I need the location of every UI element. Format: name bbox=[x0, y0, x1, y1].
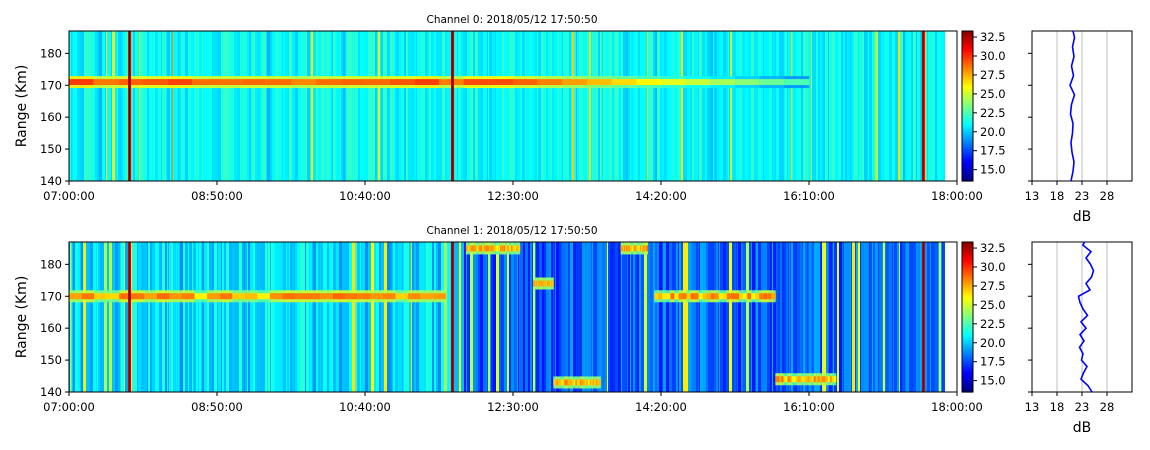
x-ticks: 07:00:00 08:50:00 10:40:00 12:30:00 14:20:00… bbox=[43, 392, 983, 414]
colorbar-tick-label: 22.5 bbox=[980, 317, 1006, 331]
profile-x-tick-label: 28 bbox=[1100, 189, 1115, 203]
y-ticks: 140 150 160 170 180 bbox=[40, 46, 69, 188]
x-tick-label: 08:50:00 bbox=[191, 400, 243, 414]
profile-panel: 13 18 23 28 dB bbox=[1025, 30, 1133, 225]
x-tick-label: 16:10:00 bbox=[783, 189, 835, 203]
y-axis-label: Range (Km) bbox=[14, 276, 30, 359]
colorbar-tick-label: 17.5 bbox=[980, 355, 1006, 369]
profile-x-tick-label: 18 bbox=[1050, 400, 1065, 414]
y-tick-label: 140 bbox=[40, 174, 62, 188]
profile-x-tick-label: 13 bbox=[1025, 189, 1040, 203]
heatmap-1 bbox=[68, 241, 958, 393]
x-tick-label: 18:00:00 bbox=[931, 400, 983, 414]
x-tick-label: 14:20:00 bbox=[635, 189, 687, 203]
colorbar-tick-label: 27.5 bbox=[980, 68, 1006, 82]
y-tick-label: 160 bbox=[40, 110, 62, 124]
x-tick-label: 10:40:00 bbox=[339, 400, 391, 414]
colorbar-tick-label: 15.0 bbox=[980, 374, 1006, 388]
y-tick-label: 160 bbox=[40, 321, 62, 335]
profile-x-tick-label: 13 bbox=[1025, 400, 1040, 414]
profile-x-label: dB bbox=[1073, 420, 1092, 436]
colorbar-tick-label: 30.0 bbox=[980, 49, 1006, 63]
profile-line bbox=[1069, 30, 1076, 182]
x-tick-label: 14:20:00 bbox=[635, 400, 687, 414]
y-axis-label: Range (Km) bbox=[14, 65, 30, 148]
heatmap-0 bbox=[68, 30, 958, 182]
profile-x-tick-label: 18 bbox=[1050, 189, 1065, 203]
colorbar-tick-label: 32.5 bbox=[980, 30, 1006, 44]
x-tick-label: 18:00:00 bbox=[931, 189, 983, 203]
colorbar-tick-label: 20.0 bbox=[980, 125, 1006, 139]
y-tick-label: 180 bbox=[40, 46, 62, 60]
x-tick-label: 07:00:00 bbox=[43, 400, 95, 414]
profile-x-label: dB bbox=[1073, 209, 1092, 225]
colorbar-tick-label: 20.0 bbox=[980, 336, 1006, 350]
y-tick-label: 140 bbox=[40, 385, 62, 399]
chart-title: Channel 1: 2018/05/12 17:50:50 bbox=[426, 225, 597, 237]
x-ticks: 07:00:00 08:50:00 10:40:00 12:30:00 14:20:00… bbox=[43, 181, 983, 203]
y-tick-label: 150 bbox=[40, 353, 62, 367]
channel-0-panel: Channel 0: 2018/05/12 17:50:50 Range (Km… bbox=[14, 14, 1133, 225]
colorbar-tick-label: 27.5 bbox=[980, 279, 1006, 293]
colorbar-tick-label: 32.5 bbox=[980, 241, 1006, 255]
y-tick-label: 150 bbox=[40, 142, 62, 156]
profile-panel: 13 18 23 28 dB bbox=[1025, 241, 1133, 436]
colorbar: 15.0 17.5 20.0 22.5 25.0 27.5 30.0 32.5 bbox=[961, 30, 1006, 182]
x-tick-label: 07:00:00 bbox=[43, 189, 95, 203]
profile-line bbox=[1077, 241, 1095, 393]
x-tick-label: 10:40:00 bbox=[339, 189, 391, 203]
colorbar-tick-label: 17.5 bbox=[980, 144, 1006, 158]
profile-x-tick-label: 23 bbox=[1075, 189, 1090, 203]
x-tick-label: 16:10:00 bbox=[783, 400, 835, 414]
y-tick-label: 170 bbox=[40, 289, 62, 303]
x-tick-label: 12:30:00 bbox=[487, 400, 539, 414]
colorbar: 15.0 17.5 20.0 22.5 25.0 27.5 30.0 32.5 bbox=[961, 241, 1006, 393]
channel-1-panel: Channel 1: 2018/05/12 17:50:50 Range (Km… bbox=[14, 225, 1133, 436]
colorbar-tick-label: 25.0 bbox=[980, 87, 1006, 101]
y-tick-label: 170 bbox=[40, 78, 62, 92]
colorbar-tick-label: 22.5 bbox=[980, 106, 1006, 120]
colorbar-tick-label: 25.0 bbox=[980, 298, 1006, 312]
x-tick-label: 12:30:00 bbox=[487, 189, 539, 203]
chart-title: Channel 0: 2018/05/12 17:50:50 bbox=[426, 14, 597, 26]
profile-x-tick-label: 23 bbox=[1075, 400, 1090, 414]
colorbar-tick-label: 30.0 bbox=[980, 260, 1006, 274]
x-tick-label: 08:50:00 bbox=[191, 189, 243, 203]
profile-x-tick-label: 28 bbox=[1100, 400, 1115, 414]
colorbar-tick-label: 15.0 bbox=[980, 163, 1006, 177]
y-ticks: 140 150 160 170 180 bbox=[40, 257, 69, 399]
y-tick-label: 180 bbox=[40, 257, 62, 271]
